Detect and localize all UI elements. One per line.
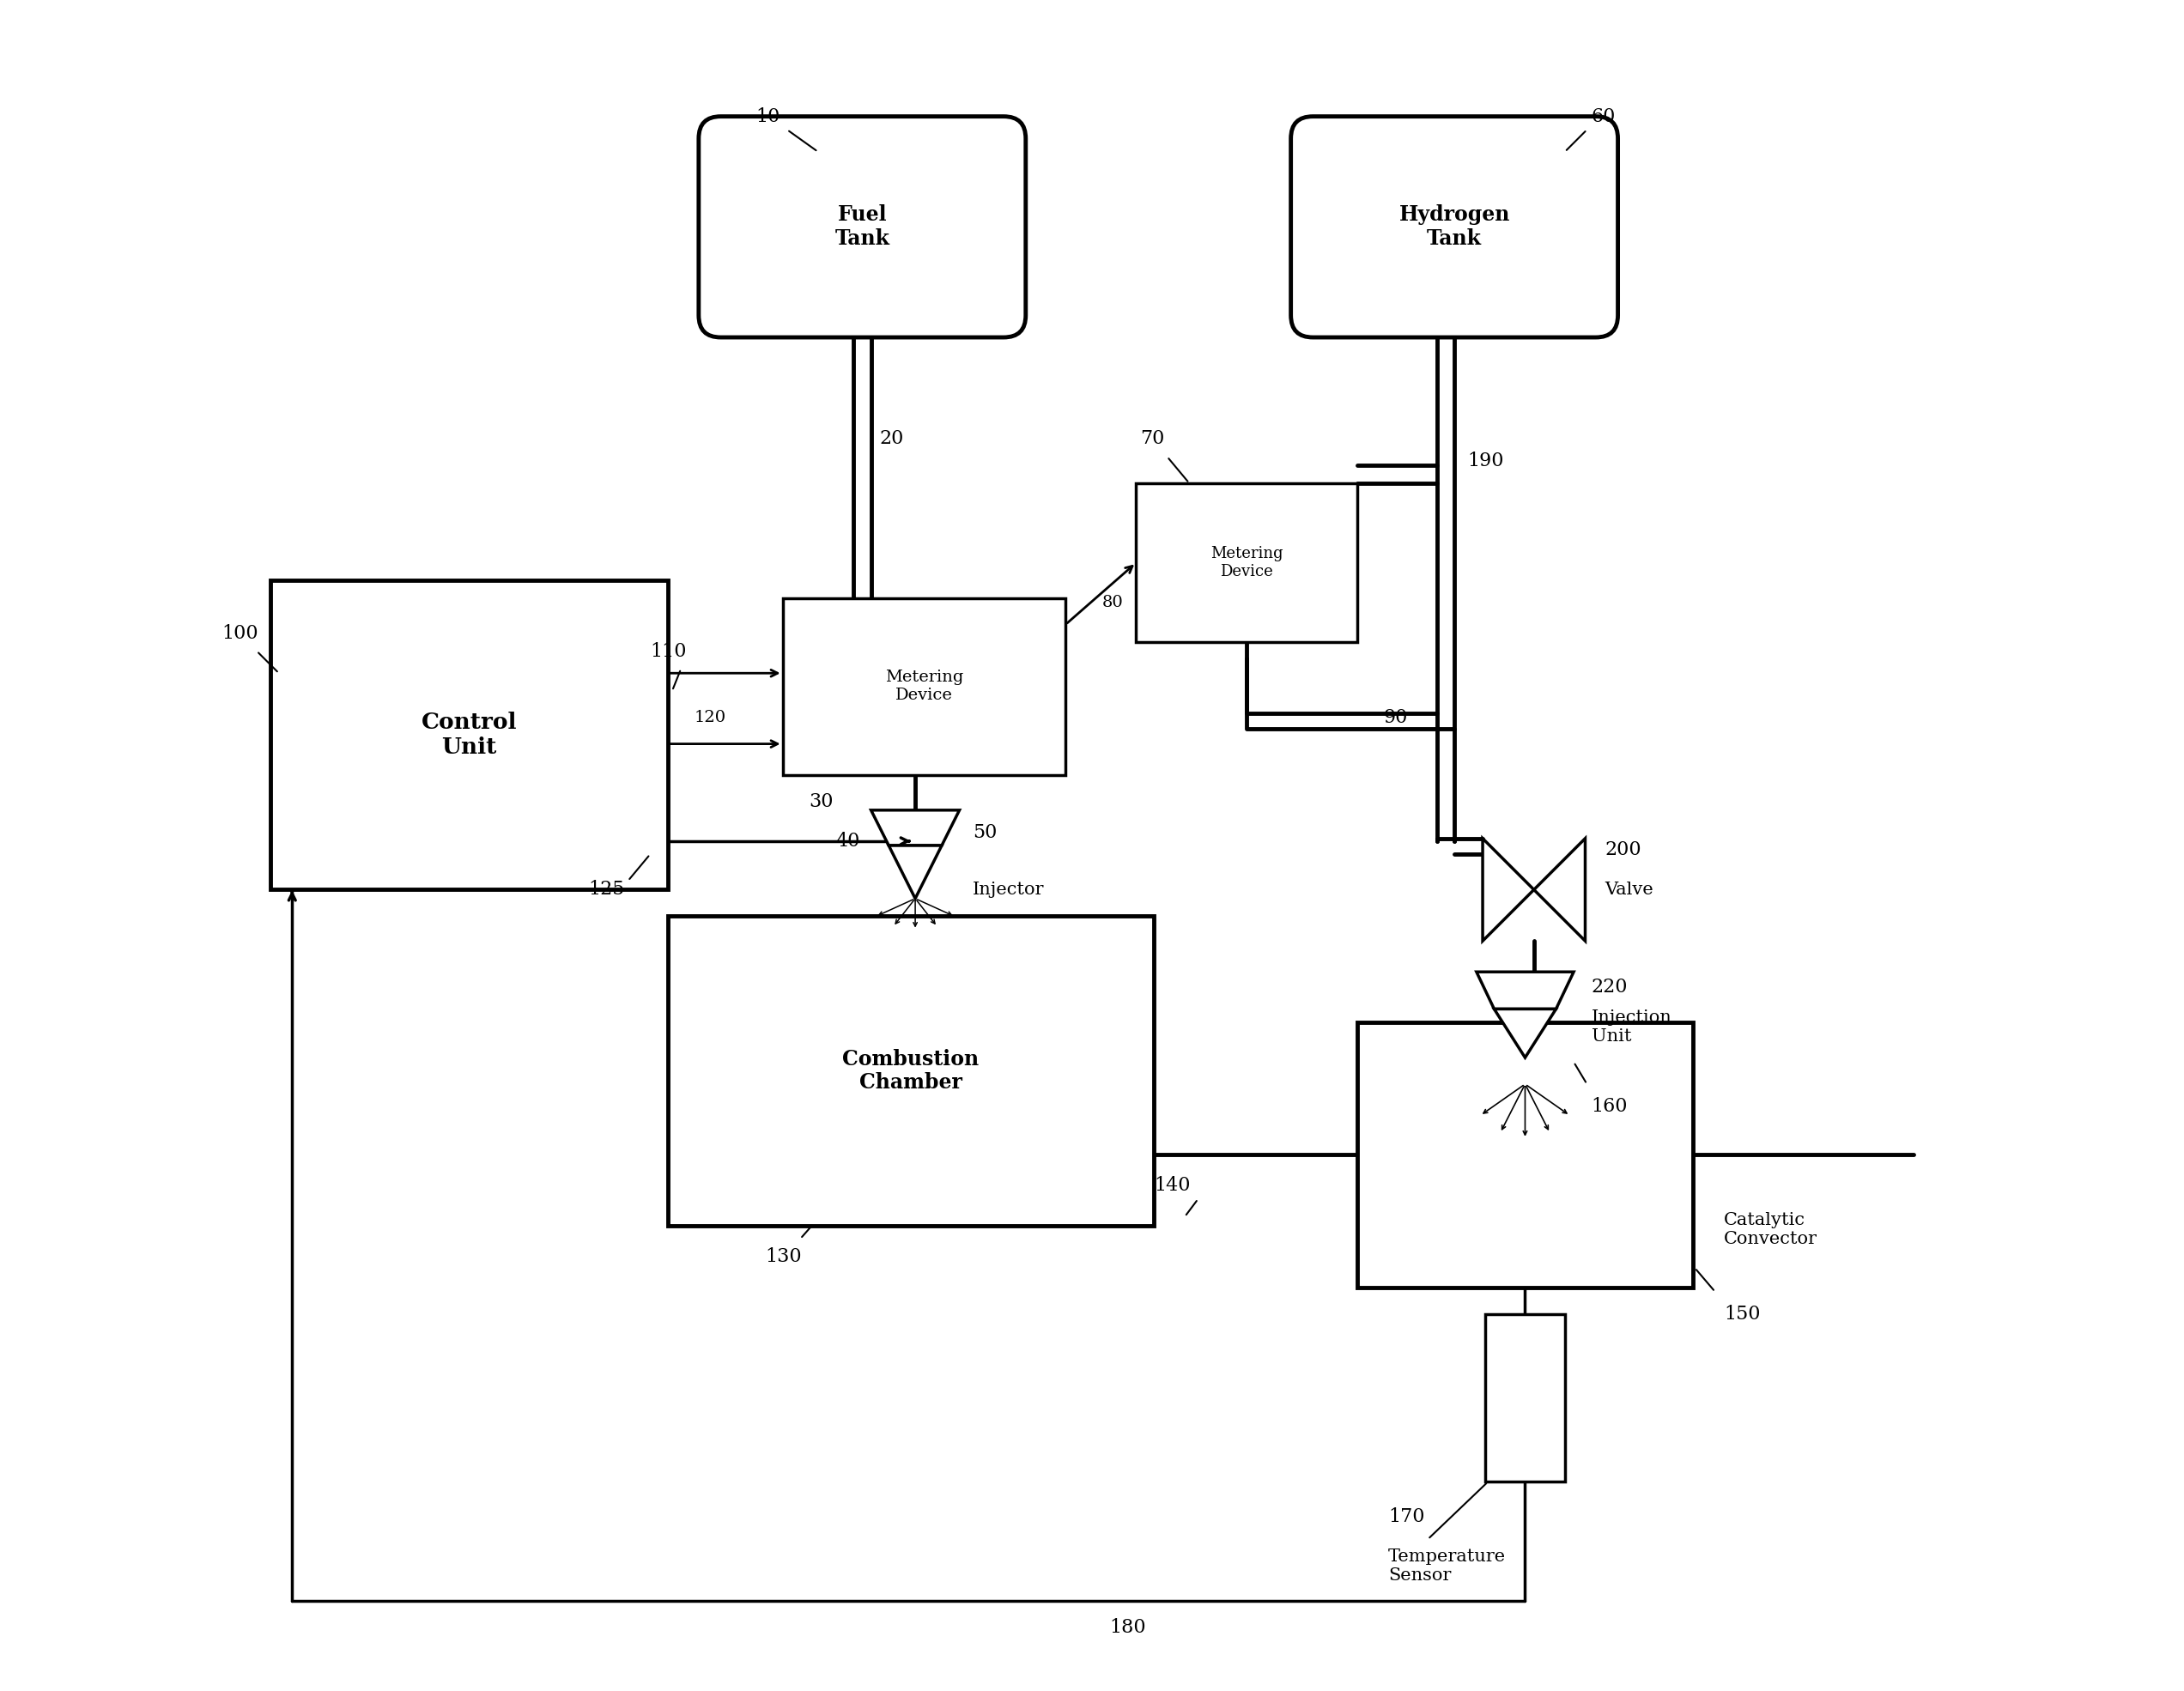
- Text: Metering
Device: Metering Device: [885, 670, 963, 703]
- Text: 80: 80: [1101, 595, 1123, 610]
- Text: 20: 20: [880, 430, 904, 448]
- Text: Hydrogen
Tank: Hydrogen Tank: [1398, 205, 1509, 249]
- Text: 90: 90: [1385, 709, 1409, 727]
- Text: Combustion
Chamber: Combustion Chamber: [843, 1048, 978, 1092]
- Text: 150: 150: [1723, 1304, 1760, 1324]
- Text: Injection
Unit: Injection Unit: [1592, 1010, 1673, 1045]
- Text: 10: 10: [756, 107, 780, 125]
- Polygon shape: [1533, 839, 1586, 940]
- Text: 40: 40: [836, 832, 860, 851]
- FancyBboxPatch shape: [1291, 117, 1618, 338]
- Polygon shape: [1494, 1010, 1555, 1057]
- Polygon shape: [871, 810, 959, 846]
- Text: 220: 220: [1592, 977, 1627, 996]
- Text: Temperature
Sensor: Temperature Sensor: [1389, 1549, 1505, 1583]
- Bar: [668, 917, 1153, 1226]
- Text: Injector: Injector: [972, 881, 1044, 898]
- Text: 70: 70: [1140, 430, 1164, 448]
- Text: 190: 190: [1468, 451, 1505, 470]
- Text: 130: 130: [764, 1246, 802, 1267]
- Text: Catalytic
Convector: Catalytic Convector: [1723, 1212, 1817, 1248]
- FancyBboxPatch shape: [699, 117, 1026, 338]
- Text: 160: 160: [1592, 1097, 1627, 1116]
- Text: 120: 120: [695, 710, 725, 725]
- Text: 50: 50: [972, 824, 998, 842]
- Text: 200: 200: [1605, 840, 1640, 859]
- Text: 125: 125: [587, 881, 625, 900]
- Text: Fuel
Tank: Fuel Tank: [834, 205, 889, 249]
- Bar: [1356, 1023, 1693, 1287]
- Text: 60: 60: [1592, 107, 1616, 125]
- Text: 180: 180: [1109, 1618, 1147, 1637]
- Text: 100: 100: [221, 624, 258, 643]
- Bar: [1485, 1314, 1566, 1481]
- Text: Valve: Valve: [1605, 881, 1653, 898]
- Text: 30: 30: [808, 791, 834, 810]
- Bar: [271, 580, 668, 889]
- Text: Metering
Device: Metering Device: [1210, 546, 1282, 580]
- Polygon shape: [889, 846, 941, 898]
- Text: 140: 140: [1153, 1177, 1190, 1196]
- Text: 110: 110: [651, 641, 686, 661]
- Polygon shape: [1476, 972, 1575, 1010]
- Text: 170: 170: [1389, 1508, 1424, 1527]
- Bar: [1136, 484, 1356, 643]
- Bar: [782, 599, 1066, 774]
- Text: Control
Unit: Control Unit: [422, 712, 518, 758]
- Polygon shape: [1483, 839, 1533, 940]
